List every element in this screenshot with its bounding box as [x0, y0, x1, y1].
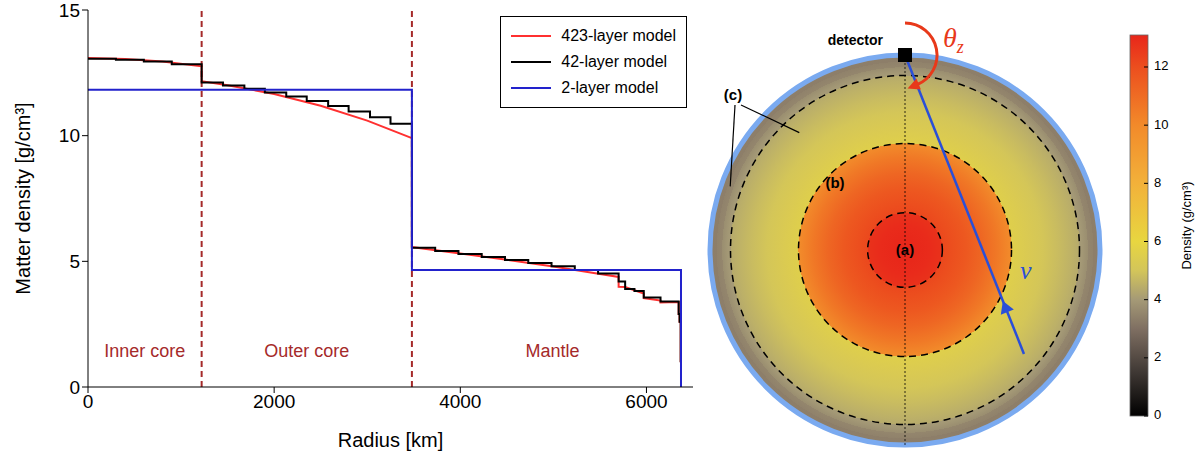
html-text:423-layer model: 423-layer model	[561, 27, 676, 44]
svg-text:15: 15	[59, 0, 80, 21]
svg-text:2000: 2000	[253, 391, 295, 412]
svg-text:4000: 4000	[439, 391, 481, 412]
svg-text:6: 6	[1154, 233, 1161, 248]
svg-text:Outer core: Outer core	[264, 341, 349, 361]
html-text:42-layer model: 42-layer model	[561, 53, 668, 70]
svg-text:Radius [km]: Radius [km]	[338, 429, 444, 451]
svg-text:5: 5	[69, 251, 80, 272]
svg-text:Density (g/cm³): Density (g/cm³)	[1179, 181, 1194, 269]
svg-text:detector: detector	[828, 32, 884, 48]
svg-text:Matter density [g/cm³]: Matter density [g/cm³]	[12, 102, 34, 294]
svg-text:10: 10	[59, 125, 80, 146]
svg-text:0: 0	[69, 377, 80, 398]
svg-text:Mantle: Mantle	[525, 341, 579, 361]
svg-text:(a): (a)	[896, 241, 914, 258]
svg-text:0: 0	[83, 391, 94, 412]
svg-text:ν: ν	[1020, 256, 1032, 285]
svg-text:4: 4	[1154, 291, 1161, 306]
svg-text:12: 12	[1154, 58, 1168, 73]
svg-text:(b): (b)	[825, 174, 844, 191]
svg-text:2: 2	[1154, 349, 1161, 364]
html-text:2-layer model: 2-layer model	[561, 79, 659, 96]
svg-text:θz: θz	[943, 22, 964, 57]
svg-text:0: 0	[1154, 407, 1161, 422]
svg-text:10: 10	[1154, 117, 1168, 132]
svg-text:Inner core: Inner core	[104, 341, 185, 361]
svg-text:(c): (c)	[724, 86, 742, 103]
svg-text:6000: 6000	[625, 391, 667, 412]
svg-text:8: 8	[1154, 175, 1161, 190]
